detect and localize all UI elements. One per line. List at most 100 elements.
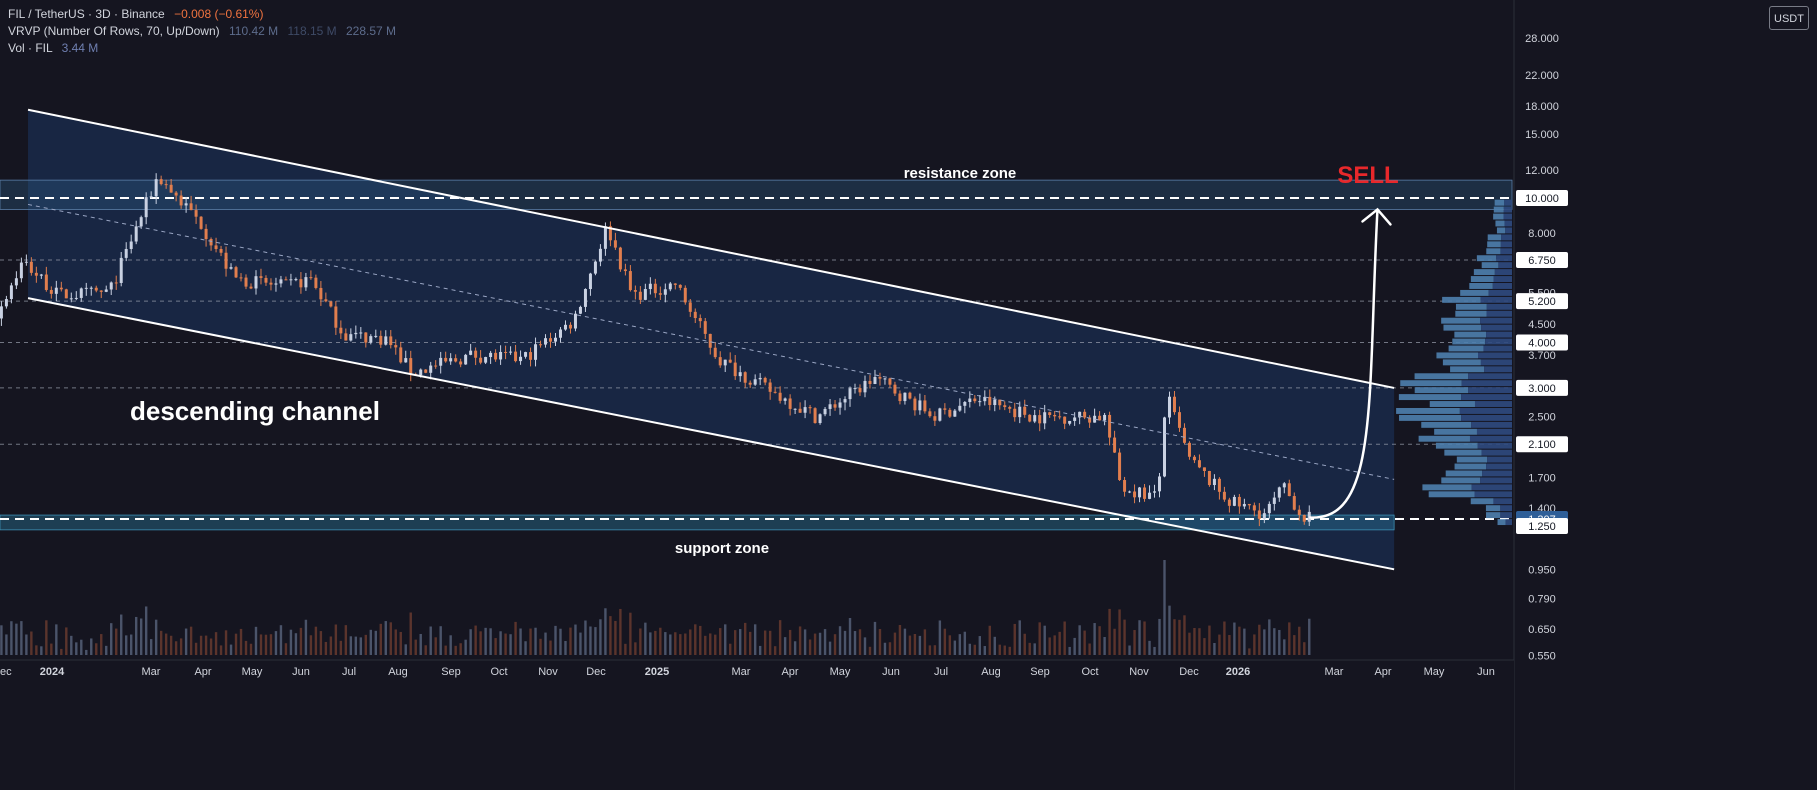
candle-body [833, 404, 837, 408]
candle-body [359, 332, 363, 334]
volume-bar [923, 629, 927, 655]
volume-bar [105, 645, 108, 655]
volume-bar [629, 612, 632, 655]
candle-body [444, 357, 448, 362]
profile-bar-up [1442, 359, 1481, 366]
volume-bar [369, 629, 373, 655]
candle-body [404, 358, 408, 363]
volume-bar [164, 633, 168, 655]
candle-body [439, 357, 443, 366]
time-tick-label: Jun [1477, 666, 1495, 678]
candle-body [334, 306, 338, 328]
volume-bar [753, 624, 757, 655]
volume-bar [803, 629, 807, 655]
candle-body [943, 408, 947, 410]
volume-bar [1143, 621, 1146, 655]
volume-bar [40, 646, 43, 655]
candle-body [838, 402, 842, 408]
volume-bar [0, 625, 3, 655]
volume-bar [1073, 637, 1076, 655]
candle-body [189, 203, 193, 211]
candle-body [723, 359, 727, 366]
profile-bar-up [1441, 317, 1481, 324]
volume-bar [194, 642, 198, 655]
price-tick-label: 10.000 [1525, 193, 1559, 205]
volume-bar [359, 637, 363, 655]
candle-body [1073, 417, 1077, 421]
candle-body [1192, 456, 1196, 461]
legend-symbol-row[interactable]: FIL / TetherUS · 3D · Binance −0.008 (−0… [8, 6, 396, 23]
profile-bar-up [1487, 241, 1501, 248]
volume-bar [644, 622, 647, 655]
candle-body [738, 372, 742, 377]
volume-bar [649, 632, 652, 655]
volume-bar [958, 634, 962, 655]
price-tick-label: 0.650 [1528, 624, 1556, 636]
volume-bar [10, 621, 13, 655]
volume-bar [444, 645, 447, 655]
profile-bar-up [1493, 213, 1504, 220]
candle-body [773, 391, 777, 393]
candle-body [314, 277, 318, 288]
volume-bar [743, 622, 747, 655]
candle-body [1207, 471, 1211, 486]
profile-bar-down [1480, 317, 1512, 324]
currency-button[interactable]: USDT [1769, 6, 1809, 30]
volume-bar [409, 612, 412, 655]
volume-bar [534, 627, 537, 655]
legend-vrvp-row[interactable]: VRVP (Number Of Rows, 70, Up/Down) 110.4… [8, 23, 396, 40]
volume-bar [174, 641, 178, 655]
time-tick-label: Dec [1179, 666, 1199, 678]
profile-bar-up [1470, 498, 1494, 505]
candle-body [1153, 491, 1157, 493]
volume-bar [439, 626, 442, 655]
volume-bar [719, 628, 722, 655]
candle-body [1232, 496, 1236, 506]
volume-bar [95, 643, 98, 655]
candle-body [109, 282, 113, 290]
candle-body [19, 262, 23, 279]
candle-body [588, 273, 592, 290]
volume-bar [973, 644, 977, 655]
profile-bar-up [1414, 373, 1469, 380]
candle-body [14, 278, 18, 286]
candle-body [1058, 416, 1062, 418]
time-axis: ec 2024 Mar Apr May Jun Jul Aug Sep Oct Nov Dec 2025… [0, 659, 1514, 790]
profile-bar-up [1414, 387, 1469, 394]
volume-bar [5, 634, 8, 655]
volume-bar [1253, 634, 1256, 655]
volume-profile [1396, 199, 1512, 526]
volume-bar [1113, 628, 1116, 655]
legend-vol-row[interactable]: Vol · FIL 3.44 M [8, 40, 396, 57]
volume-bar [1063, 621, 1066, 655]
volume-bar [933, 645, 937, 655]
volume-bar [988, 625, 991, 655]
volume-bar [279, 625, 283, 655]
candle-body [703, 321, 707, 334]
annotation-layer: descending channel resistance zone support… [130, 162, 1399, 557]
volume-bar [75, 642, 78, 655]
volume-bar [229, 644, 233, 655]
candle-body [933, 416, 937, 421]
candle-body [1088, 417, 1092, 423]
price-tick-label: 22.000 [1525, 70, 1559, 82]
candle-body [239, 277, 243, 279]
volume-bar [664, 632, 667, 655]
volume-bar [1303, 642, 1306, 655]
volume-bar [729, 643, 732, 655]
volume-bar [70, 635, 73, 655]
candle-body [84, 287, 88, 289]
price-tick-label: 28.000 [1525, 33, 1559, 45]
candle-body [64, 289, 68, 299]
candle-body [429, 365, 433, 373]
time-tick-label: Sep [1030, 666, 1050, 678]
volume-bar [993, 636, 996, 655]
candle-body [59, 287, 63, 290]
volume-bar [1308, 618, 1311, 655]
volume-bar [434, 637, 437, 655]
candle-body [1023, 406, 1027, 415]
candle-body [409, 358, 413, 375]
candle-body [139, 217, 143, 227]
